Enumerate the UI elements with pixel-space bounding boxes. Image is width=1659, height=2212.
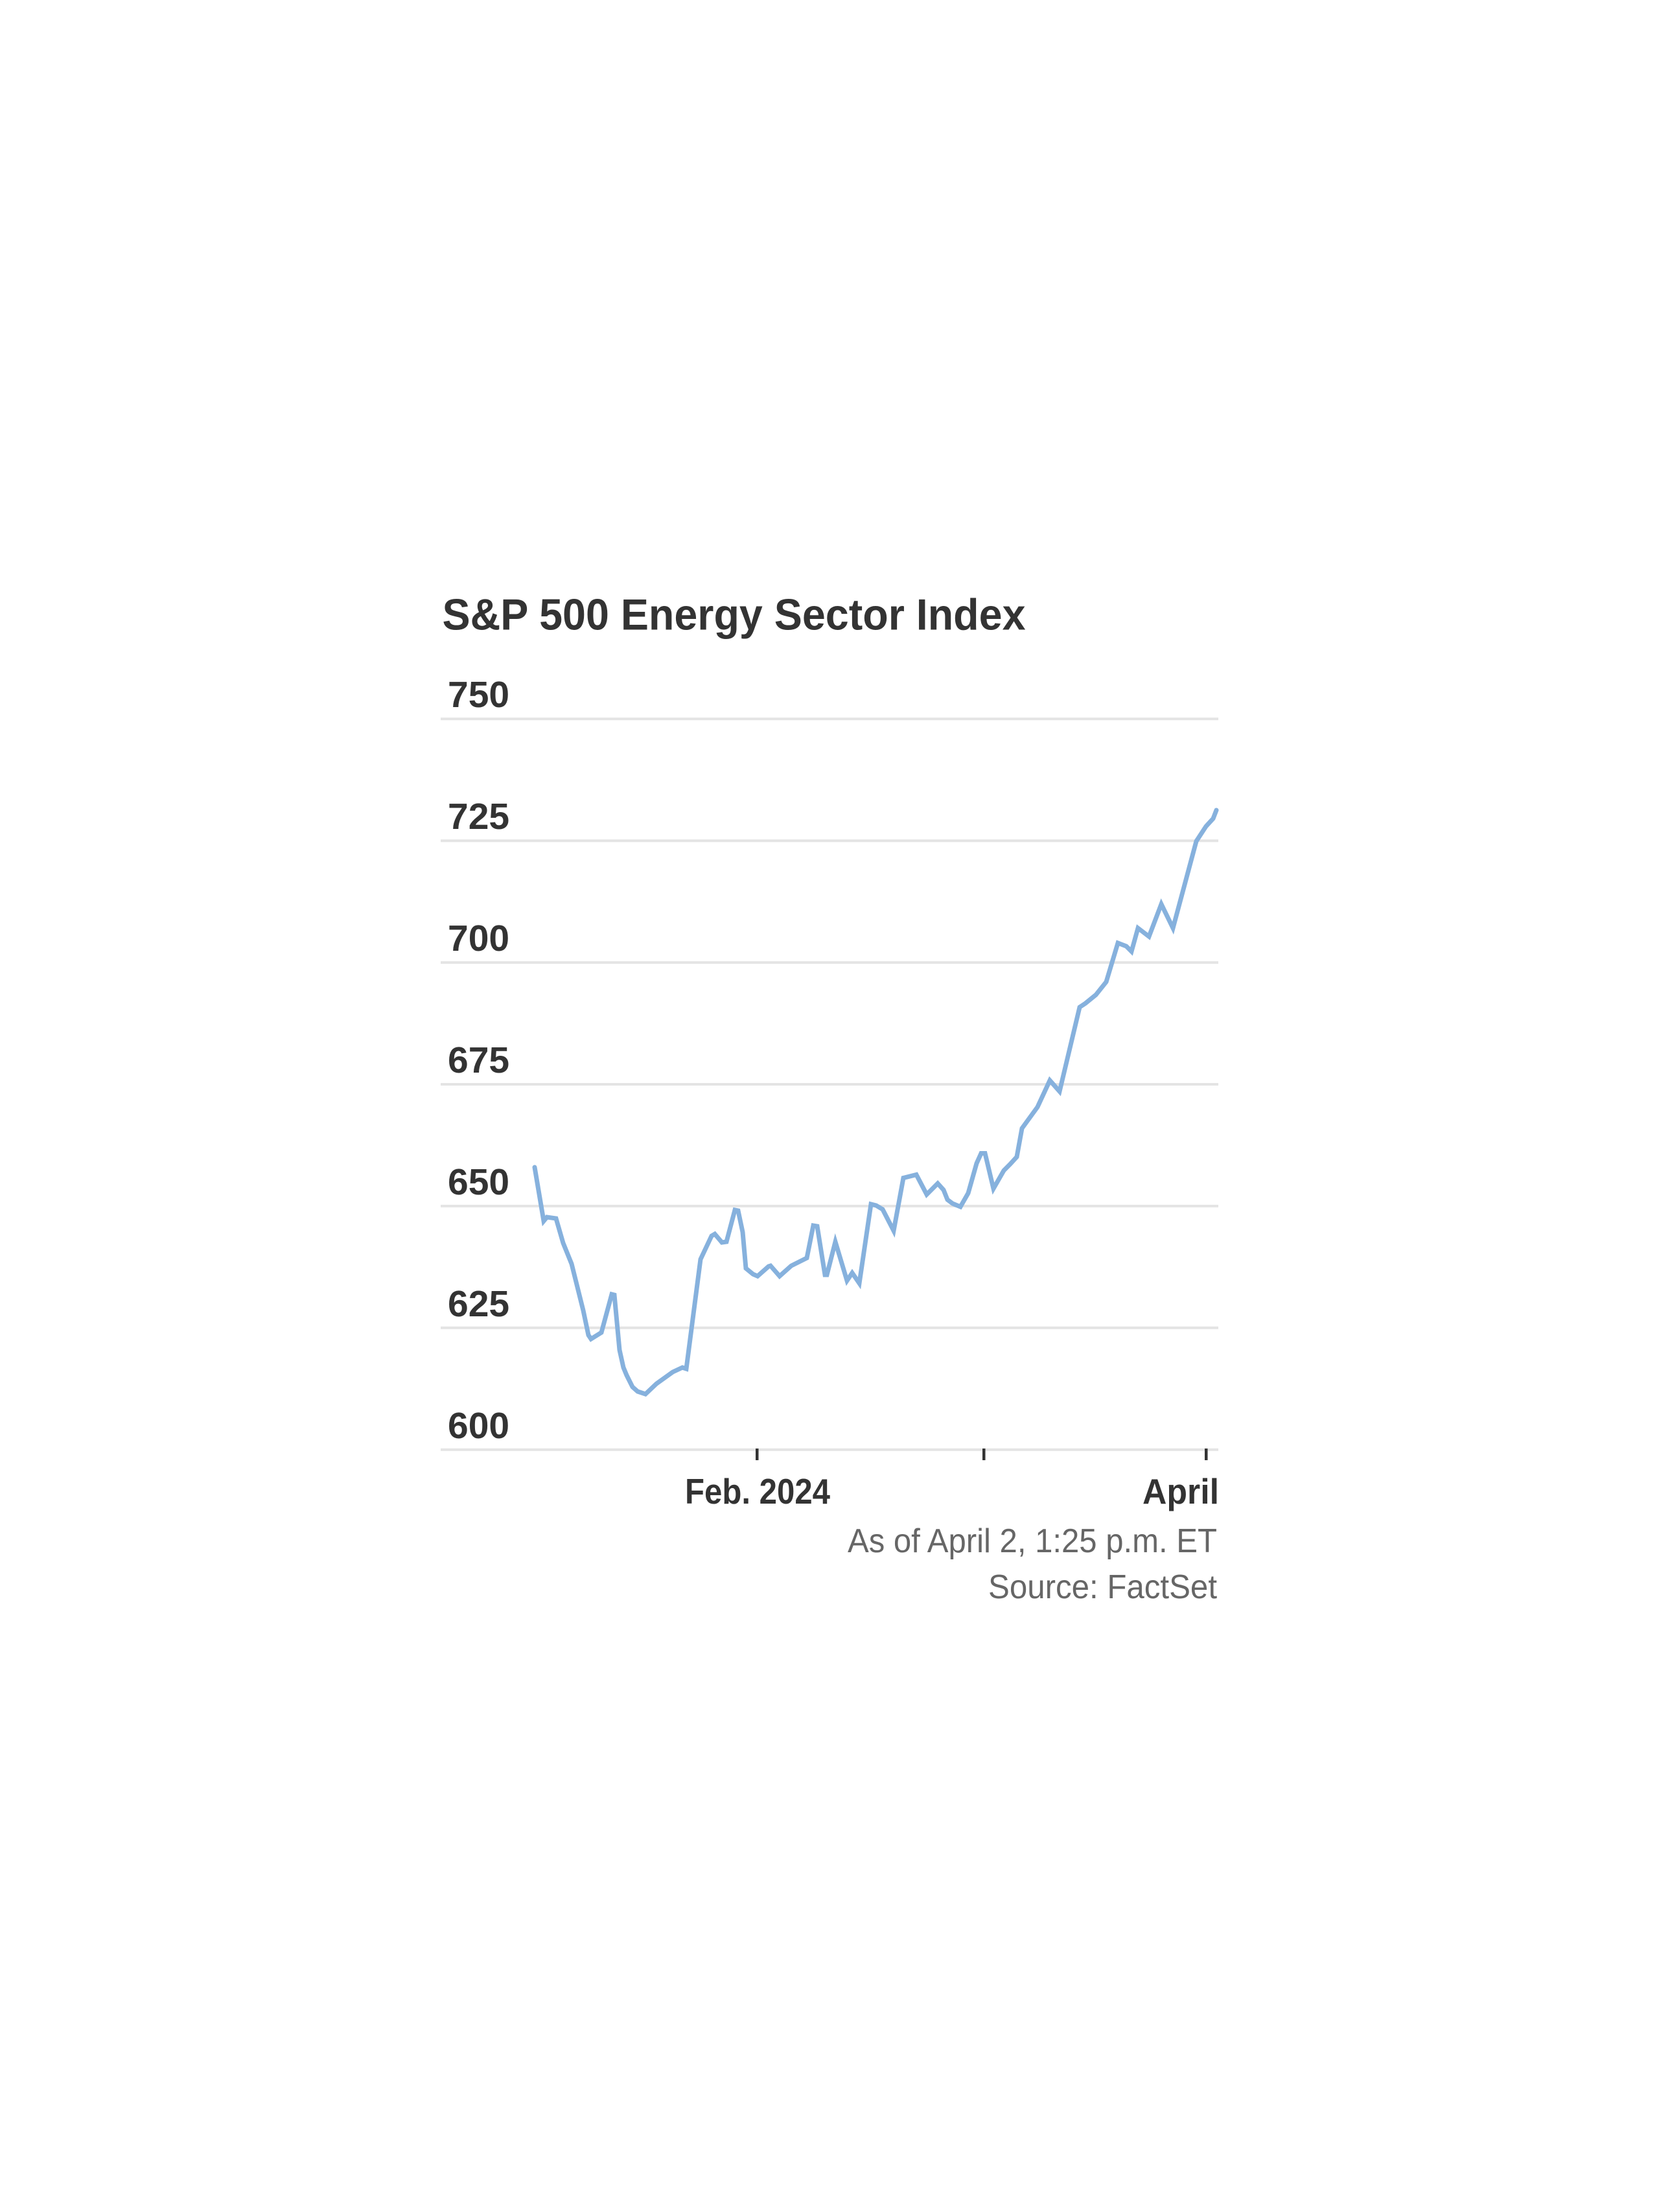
svg-text:600: 600 [448,1405,509,1447]
svg-text:725: 725 [448,796,509,837]
svg-text:Source: FactSet: Source: FactSet [988,1568,1218,1606]
svg-text:700: 700 [448,918,509,959]
svg-text:625: 625 [448,1283,509,1325]
svg-text:750: 750 [448,674,509,716]
svg-text:As of April 2, 1:25 p.m. ET: As of April 2, 1:25 p.m. ET [848,1522,1217,1560]
svg-text:650: 650 [448,1161,509,1203]
svg-text:S&P 500 Energy Sector Index: S&P 500 Energy Sector Index [443,590,1026,640]
svg-text:April: April [1143,1471,1219,1511]
svg-text:675: 675 [448,1040,509,1081]
svg-text:Feb. 2024: Feb. 2024 [685,1471,830,1511]
